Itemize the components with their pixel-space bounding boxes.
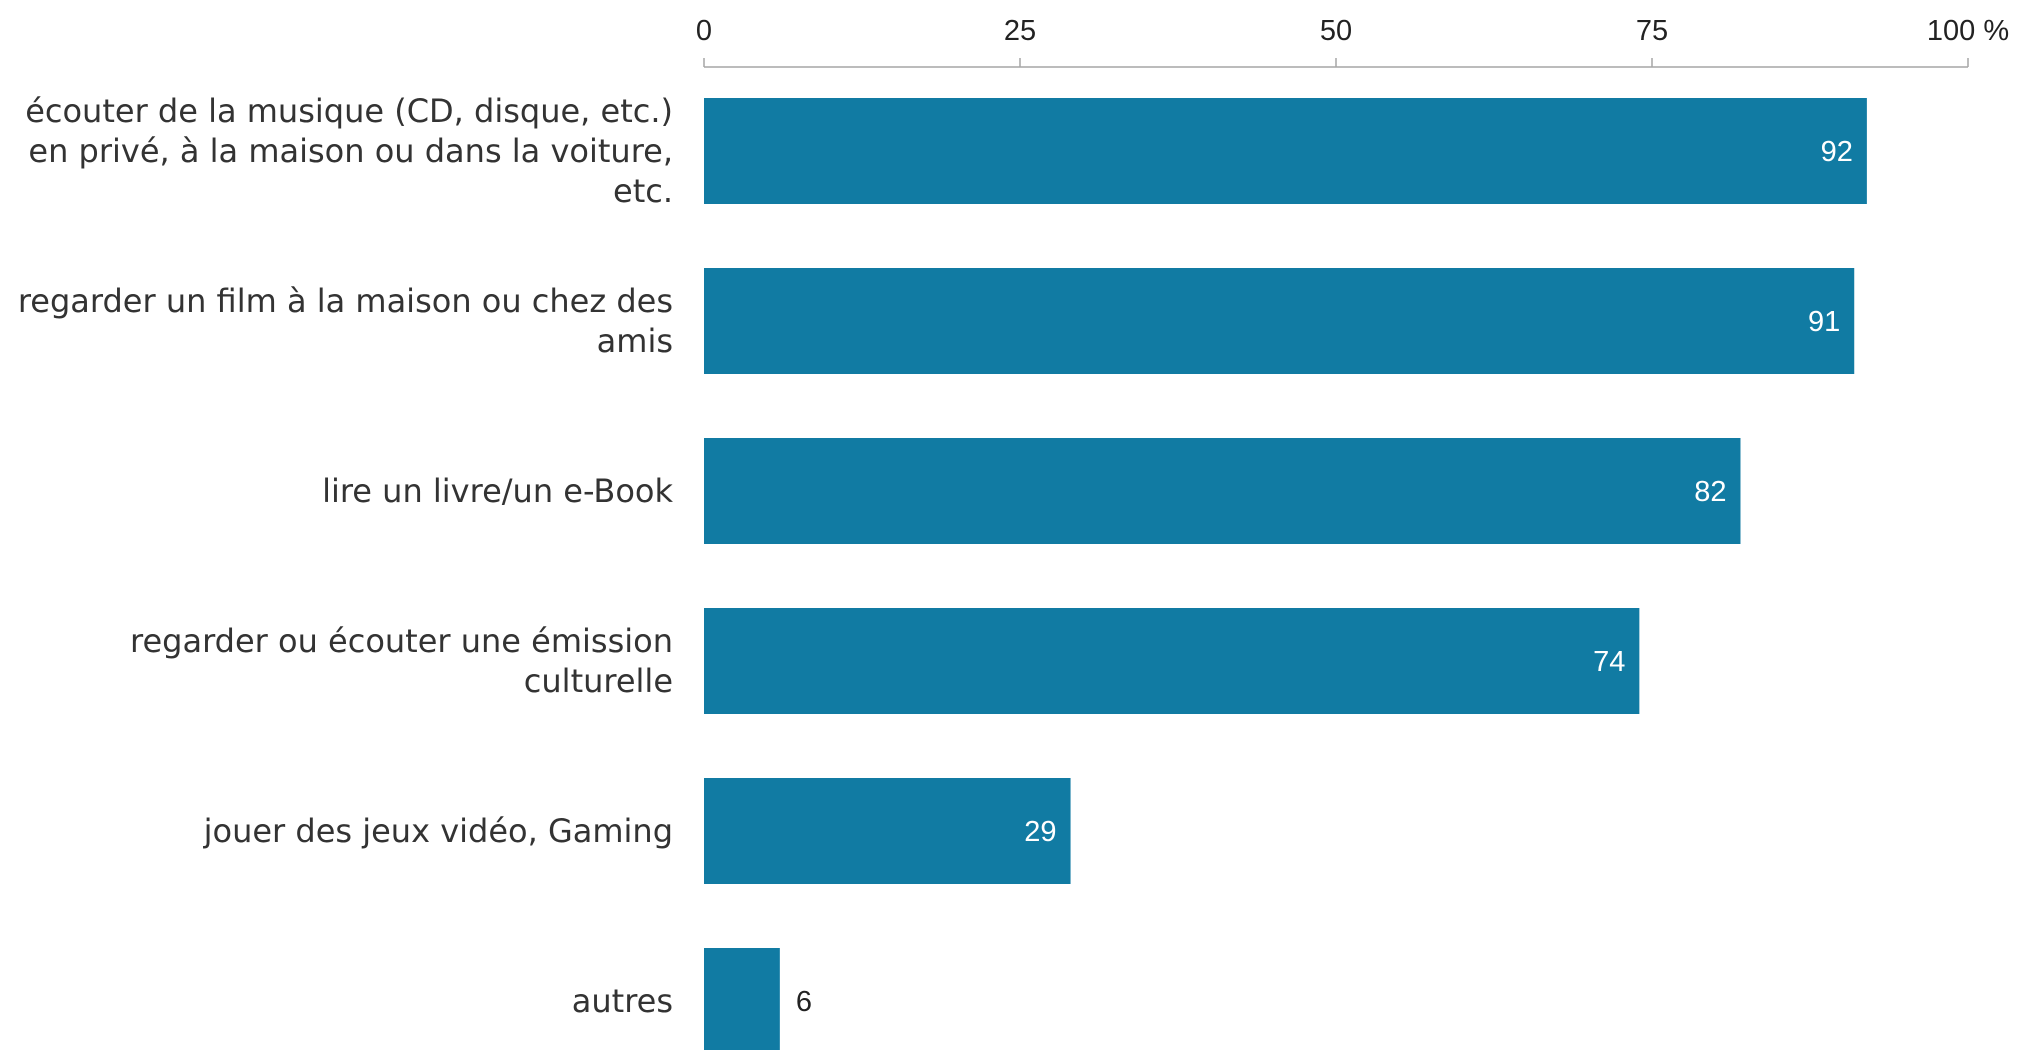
category-label: écouter de la musique (CD, disque, etc.)…: [25, 92, 673, 210]
value-label: 82: [1694, 476, 1726, 508]
x-axis: 0 25 50 75 100 %: [696, 15, 2009, 68]
bar: [704, 608, 1640, 714]
category-label: regarder ou écouter une émission culturel…: [130, 622, 673, 700]
value-label: 29: [1024, 816, 1056, 848]
value-label: 74: [1593, 646, 1625, 678]
bar: [704, 778, 1071, 884]
value-label: 92: [1821, 136, 1853, 168]
category-label: regarder un film à la maison ou chez des…: [18, 282, 673, 360]
category-label: autres: [572, 982, 673, 1020]
value-label: 91: [1808, 306, 1840, 338]
x-tick-label: 0: [696, 15, 712, 47]
bar: [704, 98, 1867, 204]
bar: [704, 438, 1741, 544]
x-tick-label: 100 %: [1927, 15, 2009, 47]
category-labels: écouter de la musique (CD, disque, etc.)…: [18, 92, 674, 1020]
category-label: lire un livre/un e-Book: [322, 472, 673, 510]
x-tick-label: 75: [1636, 15, 1668, 47]
category-label: jouer des jeux vidéo, Gaming: [203, 812, 673, 850]
bar: [704, 948, 780, 1050]
bar: [704, 268, 1855, 374]
x-tick-label: 25: [1004, 15, 1036, 47]
value-label: 6: [796, 986, 812, 1018]
bars: 92 91 82 74 29 6: [704, 98, 1867, 1050]
x-tick-label: 50: [1320, 15, 1352, 47]
